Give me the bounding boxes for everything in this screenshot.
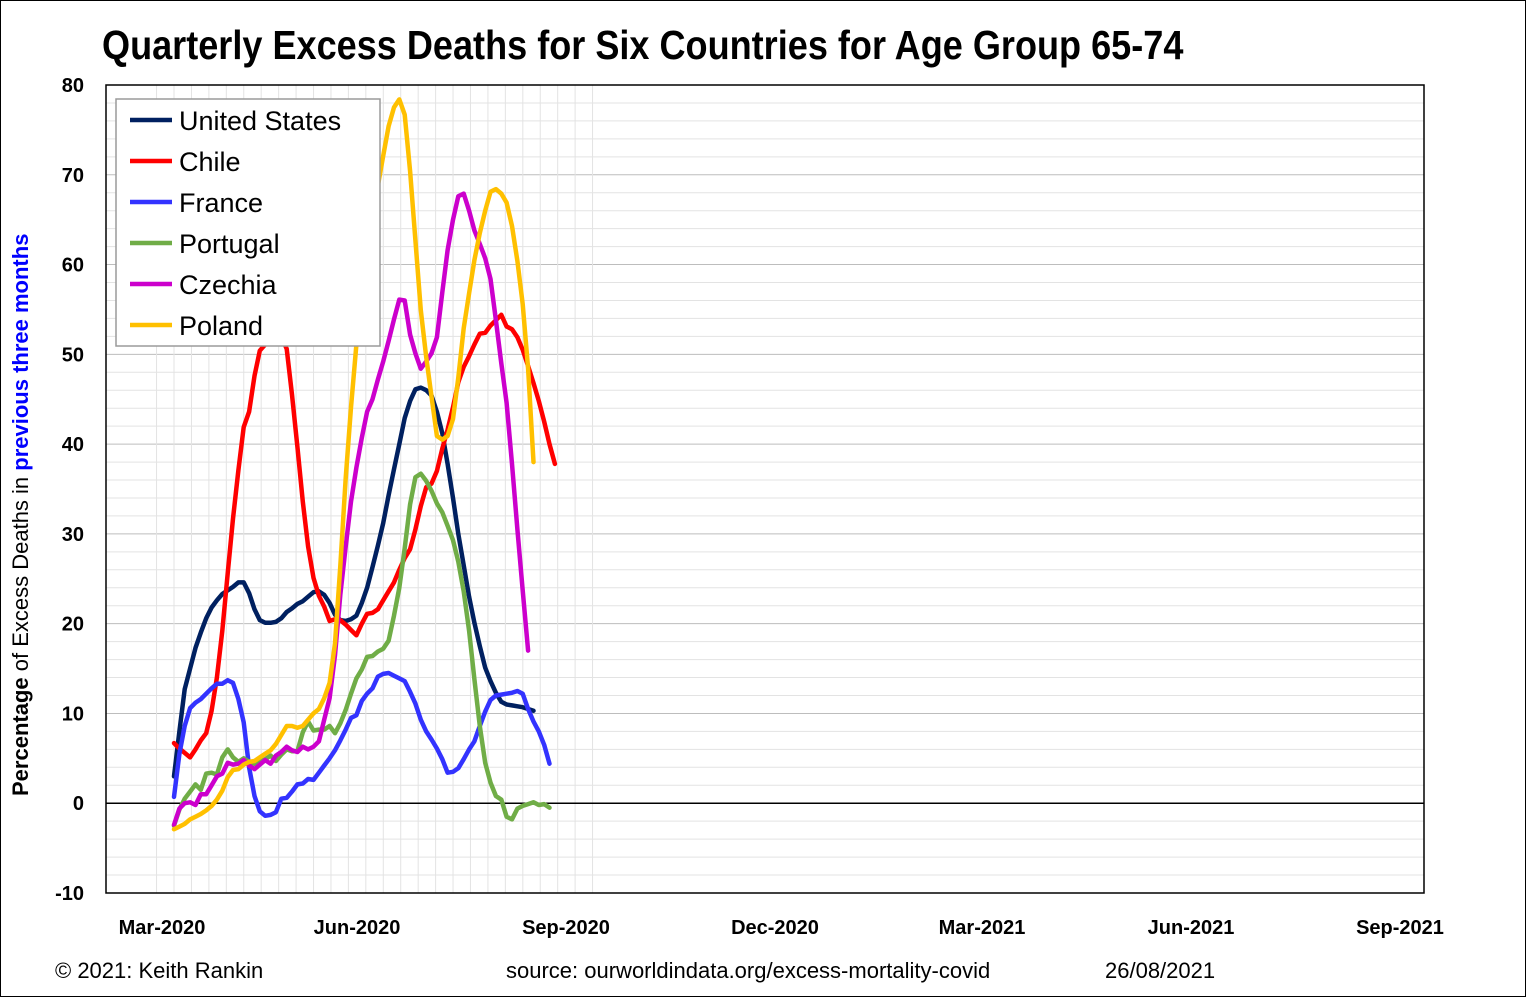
legend-label: Poland <box>179 311 263 341</box>
legend-label: France <box>179 188 263 218</box>
x-tick-label: Sep-2020 <box>522 917 610 939</box>
legend-box <box>115 98 381 347</box>
y-tick-label: 80 <box>62 75 84 97</box>
y-tick-label: 50 <box>62 344 84 366</box>
footer-credit: © 2021: Keith Rankin <box>55 958 264 983</box>
y-tick-label: 10 <box>62 703 84 725</box>
legend-label: United States <box>179 106 341 136</box>
x-tick-labels: Mar-2020 Jun-2020 Sep-2020 Dec-2020 Mar-2021… <box>119 917 1444 939</box>
y-tick-label: -10 <box>55 883 84 905</box>
series-lines <box>171 97 558 832</box>
legend: United States Chile France Portugal Czechia P… <box>115 98 381 347</box>
y-tick-label: 20 <box>62 614 84 636</box>
x-tick-label: Jun-2021 <box>1148 917 1235 939</box>
x-tick-label: Mar-2021 <box>939 917 1026 939</box>
chart-title: Quarterly Excess Deaths for Six Countrie… <box>102 22 1184 68</box>
series-line-france <box>171 670 552 819</box>
series-line-chile <box>171 312 558 760</box>
legend-label: Chile <box>179 147 241 177</box>
plot-area-border <box>105 84 1425 894</box>
x-tick-label: Jun-2020 <box>314 917 401 939</box>
x-tick-label: Dec-2020 <box>731 917 819 939</box>
y-tick-label: 70 <box>62 165 84 187</box>
y-tick-label: 0 <box>73 793 84 815</box>
footer-date: 26/08/2021 <box>1105 958 1216 983</box>
series-line-czechia <box>171 191 531 828</box>
footer-source: source: ourworldindata.org/excess-mortal… <box>506 958 991 983</box>
x-tick-label: Sep-2021 <box>1356 917 1444 939</box>
legend-label: Czechia <box>179 270 278 300</box>
series-line-poland <box>171 97 536 832</box>
series-line-united-states <box>171 385 536 779</box>
legend-label: Portugal <box>179 229 280 259</box>
x-tick-label: Mar-2020 <box>119 917 206 939</box>
y-tick-label: 30 <box>62 524 84 546</box>
y-tick-labels: -10 0 10 20 30 40 50 60 70 80 <box>55 75 84 905</box>
series-line-portugal <box>171 471 552 828</box>
y-tick-label: 60 <box>62 255 84 277</box>
y-tick-label: 40 <box>62 434 84 456</box>
